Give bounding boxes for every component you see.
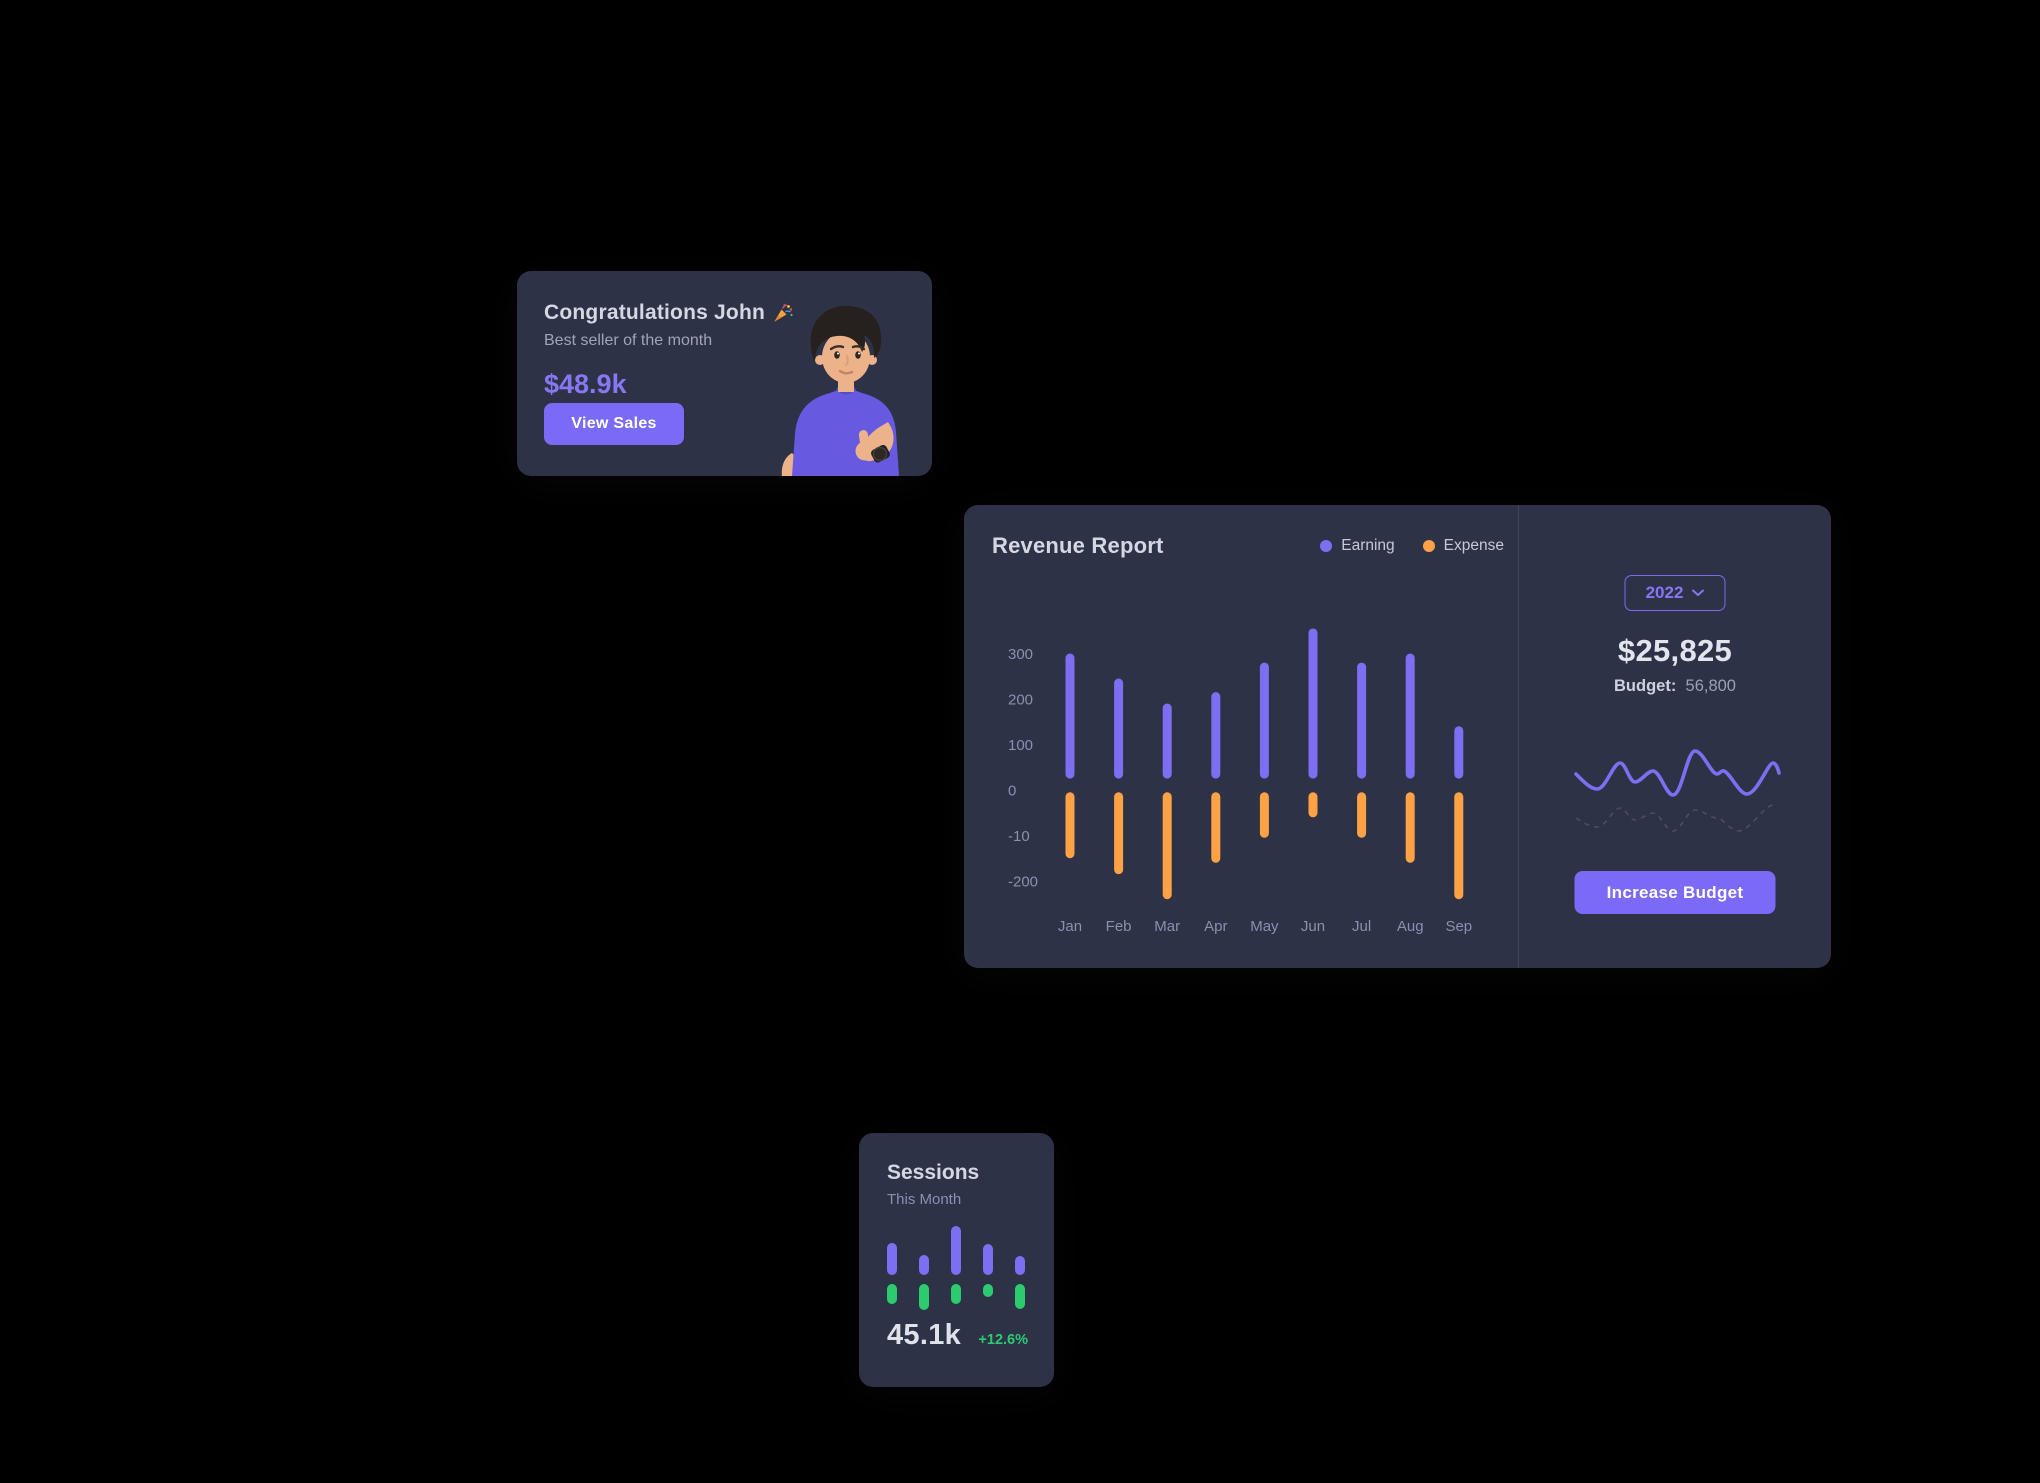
sessions-lower-bar xyxy=(983,1284,993,1297)
congrats-title-text: Congratulations John xyxy=(544,301,765,324)
sparkline-dashed xyxy=(1575,804,1774,832)
earning-bar xyxy=(1259,662,1269,779)
year-select[interactable]: 2022 xyxy=(1624,575,1726,611)
y-axis-tick: 100 xyxy=(1008,737,1033,754)
expense-bar xyxy=(1454,792,1464,900)
sessions-lower-bar xyxy=(919,1284,929,1310)
sessions-lower-bar xyxy=(887,1284,897,1304)
month-label: Jan xyxy=(1058,918,1082,935)
sessions-lower-bar xyxy=(951,1284,961,1304)
congrats-subtitle: Best seller of the month xyxy=(544,332,713,349)
expense-bar xyxy=(1211,792,1221,863)
sessions-upper-bar xyxy=(1015,1256,1025,1275)
month-label: Jun xyxy=(1301,918,1325,935)
best-seller-illustration xyxy=(781,305,899,476)
expense-bar xyxy=(1162,792,1172,900)
sessions-upper-bar xyxy=(887,1243,897,1275)
expense-bar xyxy=(1405,792,1415,863)
chevron-down-icon xyxy=(1691,589,1704,596)
total-amount: $25,825 xyxy=(1617,633,1733,668)
month-label: Aug xyxy=(1397,918,1424,935)
y-axis-tick: 0 xyxy=(1008,782,1016,799)
sessions-delta: +12.6% xyxy=(978,1332,1028,1348)
revenue-bar-chart: 300 200 100 0 -10 -200 Jan Feb Mar Apr May Jun Jul Au… xyxy=(1008,628,1472,935)
panel-divider xyxy=(1518,505,1519,968)
year-select-value: 2022 xyxy=(1645,583,1684,602)
legend-dot xyxy=(1320,540,1333,552)
sessions-upper-bar xyxy=(951,1226,961,1275)
revenue-report-card: Revenue Report Earning Expense 300 200 100 0… xyxy=(964,505,1831,968)
earning-bar xyxy=(1357,662,1367,779)
sessions-lower-bar xyxy=(1015,1284,1025,1309)
earning-bar xyxy=(1114,678,1124,779)
sessions-title: Sessions xyxy=(887,1161,980,1184)
earning-bar xyxy=(1405,653,1415,779)
budget-label: Budget: xyxy=(1614,677,1677,695)
earning-bar xyxy=(1454,726,1464,779)
legend-label: Expense xyxy=(1443,537,1504,554)
sessions-bar-chart xyxy=(887,1226,1025,1310)
view-sales-button[interactable]: View Sales xyxy=(544,403,684,445)
month-label: Sep xyxy=(1445,918,1472,935)
congrats-title: Congratulations John xyxy=(544,301,794,325)
month-label: May xyxy=(1250,918,1279,935)
sessions-value: 45.1k xyxy=(887,1319,962,1351)
increase-budget-button[interactable]: Increase Budget xyxy=(1574,871,1776,914)
y-axis-tick: 200 xyxy=(1008,691,1033,708)
y-axis-tick: -200 xyxy=(1008,873,1038,890)
budget-line: Budget: 56,800 xyxy=(1519,677,1831,696)
sales-amount: $48.9k xyxy=(544,369,627,399)
party-popper-icon xyxy=(774,303,793,322)
expense-bar xyxy=(1259,792,1269,838)
earning-bar xyxy=(1308,628,1318,779)
revenue-right-panel: 2022 $25,825 Budget: 56,800 Increase Bud… xyxy=(1519,505,1831,968)
y-axis-tick: 300 xyxy=(1008,646,1033,663)
sessions-card: Sessions This Month 45.1k +12.6% xyxy=(859,1133,1054,1387)
earning-bar xyxy=(1211,692,1221,779)
earning-bar xyxy=(1162,703,1172,779)
sessions-subtitle: This Month xyxy=(887,1191,962,1208)
month-label: Apr xyxy=(1204,918,1227,935)
legend-item-earning[interactable]: Earning xyxy=(1320,537,1395,555)
sessions-summary: 45.1k +12.6% xyxy=(887,1319,1028,1352)
expense-bar xyxy=(1114,792,1124,875)
month-label: Feb xyxy=(1106,918,1132,935)
expense-bar xyxy=(1357,792,1367,838)
sparkline-solid xyxy=(1574,749,1781,797)
legend-item-expense[interactable]: Expense xyxy=(1422,537,1504,555)
month-label: Mar xyxy=(1154,918,1180,935)
congrats-card: Congratulations John Best seller of the … xyxy=(517,271,932,476)
month-label: Jul xyxy=(1352,918,1371,935)
budget-value: 56,800 xyxy=(1685,677,1736,695)
chart-legend: Earning Expense xyxy=(964,537,1504,555)
expense-bar xyxy=(1065,792,1075,859)
legend-label: Earning xyxy=(1341,537,1395,554)
sessions-upper-bar xyxy=(919,1255,929,1275)
earning-bar xyxy=(1065,653,1075,779)
expense-bar xyxy=(1308,792,1318,818)
sessions-upper-bar xyxy=(983,1244,993,1275)
y-axis-tick: -10 xyxy=(1008,828,1030,845)
budget-sparkline xyxy=(1574,749,1781,832)
revenue-report-title: Revenue Report xyxy=(992,533,1164,558)
legend-dot xyxy=(1422,540,1435,552)
